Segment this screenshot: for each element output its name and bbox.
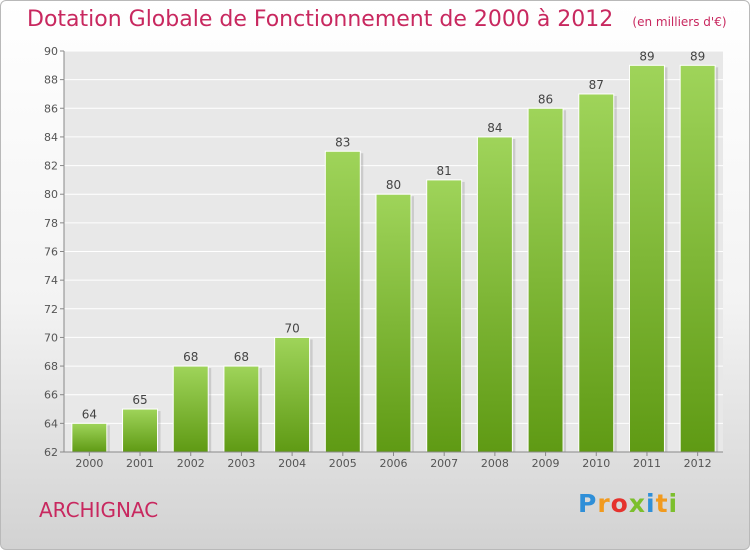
x-tick-label: 2008 bbox=[481, 457, 509, 470]
data-label: 86 bbox=[538, 92, 553, 106]
data-label: 65 bbox=[132, 393, 147, 407]
data-label: 68 bbox=[234, 350, 249, 364]
data-label: 89 bbox=[690, 49, 705, 63]
bar-2007 bbox=[426, 179, 463, 453]
proxiti-logo: Proxiti bbox=[578, 489, 678, 518]
chart-subtitle: (en milliers d'€) bbox=[632, 15, 727, 29]
y-tick-label: 80 bbox=[44, 188, 58, 201]
x-tick-label: 2011 bbox=[633, 457, 661, 470]
y-tick-label: 90 bbox=[44, 45, 58, 58]
x-tick-label: 2000 bbox=[75, 457, 103, 470]
logo-letter: i bbox=[646, 489, 656, 518]
logo-letter: P bbox=[578, 489, 598, 518]
x-tick-label: 2001 bbox=[126, 457, 154, 470]
bar-2010 bbox=[578, 93, 615, 453]
title-row: Dotation Globale de Fonctionnement de 20… bbox=[27, 7, 727, 32]
bar-2000 bbox=[71, 422, 108, 453]
data-label: 64 bbox=[82, 407, 97, 421]
x-tick-label: 2007 bbox=[430, 457, 458, 470]
y-tick-label: 88 bbox=[44, 74, 58, 87]
logo-letter: r bbox=[597, 489, 611, 518]
data-label: 89 bbox=[639, 49, 654, 63]
chart-title: Dotation Globale de Fonctionnement de 20… bbox=[27, 7, 614, 32]
y-tick-label: 82 bbox=[44, 160, 58, 173]
bar-2011 bbox=[628, 64, 665, 453]
y-tick-label: 78 bbox=[44, 217, 58, 230]
logo-letter: o bbox=[610, 489, 629, 518]
data-label: 83 bbox=[335, 135, 350, 149]
data-label: 70 bbox=[284, 321, 299, 335]
data-label: 87 bbox=[589, 78, 604, 92]
y-tick-label: 86 bbox=[44, 102, 58, 115]
bar-2009 bbox=[527, 107, 564, 453]
data-label: 84 bbox=[487, 121, 502, 135]
bar-2005 bbox=[324, 150, 361, 453]
y-tick-label: 84 bbox=[44, 131, 58, 144]
logo-letter: i bbox=[668, 489, 679, 518]
data-label: 81 bbox=[437, 164, 452, 178]
y-tick-label: 66 bbox=[44, 389, 58, 402]
bar-2004 bbox=[274, 336, 311, 453]
bar-2006 bbox=[375, 193, 412, 453]
y-tick-label: 70 bbox=[44, 331, 58, 344]
bar-2012 bbox=[679, 64, 716, 453]
bar-2003 bbox=[223, 365, 260, 453]
commune-name: ARCHIGNAC bbox=[39, 498, 159, 522]
x-tick-label: 2003 bbox=[227, 457, 255, 470]
x-tick-label: 2012 bbox=[684, 457, 712, 470]
y-tick-label: 76 bbox=[44, 246, 58, 259]
x-tick-label: 2010 bbox=[582, 457, 610, 470]
y-tick-label: 72 bbox=[44, 303, 58, 316]
bar-2008 bbox=[476, 136, 513, 453]
x-tick-label: 2005 bbox=[329, 457, 357, 470]
bar-2002 bbox=[172, 365, 209, 453]
logo-letter: t bbox=[655, 489, 669, 518]
data-labels: 64 65 68 68 70 83 80 81 84 86 87 89 89 bbox=[82, 49, 706, 421]
bars bbox=[71, 64, 719, 453]
bar-2001 bbox=[122, 408, 159, 453]
data-label: 80 bbox=[386, 178, 401, 192]
data-label: 68 bbox=[183, 350, 198, 364]
y-tick-label: 64 bbox=[44, 417, 58, 430]
x-tick-label: 2009 bbox=[532, 457, 560, 470]
y-tick-label: 68 bbox=[44, 360, 58, 373]
x-tick-label: 2002 bbox=[177, 457, 205, 470]
x-tick-label: 2004 bbox=[278, 457, 306, 470]
axes: 62 64 66 68 70 72 74 76 78 80 82 84 86 88 90 2000 2001 20… bbox=[44, 45, 723, 470]
logo-letter: x bbox=[628, 489, 646, 518]
y-tick-label: 62 bbox=[44, 446, 58, 459]
x-tick-label: 2006 bbox=[380, 457, 408, 470]
y-tick-label: 74 bbox=[44, 274, 58, 287]
